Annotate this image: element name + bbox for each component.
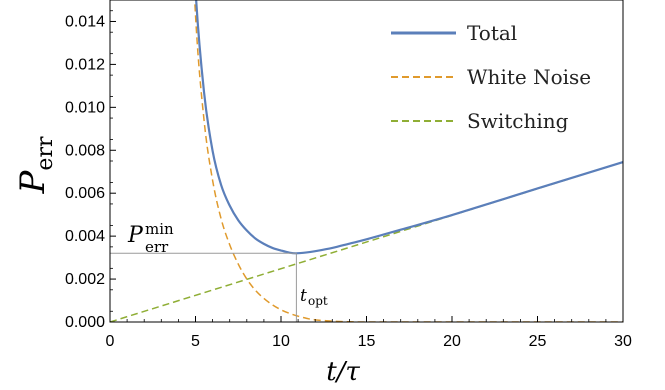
y-axis-label: Perr <box>13 136 58 194</box>
legend-item-total: Total <box>391 21 517 45</box>
t-opt-label: t opt <box>300 286 328 308</box>
svg-text:White Noise: White Noise <box>467 65 591 89</box>
y-tick-label: 0.010 <box>65 99 105 116</box>
svg-text:Perr: Perr <box>13 136 58 194</box>
series-line-white-noise <box>193 0 623 322</box>
p-min-label: P err min <box>127 220 174 256</box>
annotation-layer <box>110 252 297 322</box>
x-tick-label: 30 <box>614 333 632 350</box>
svg-text:opt: opt <box>308 294 328 308</box>
y-axis-label-sub: err <box>33 136 58 171</box>
y-tick-label: 0.000 <box>65 314 105 331</box>
svg-text:min: min <box>145 220 174 238</box>
x-tick-label: 10 <box>272 333 290 350</box>
svg-text:err: err <box>145 238 169 256</box>
series-line-total <box>195 0 623 255</box>
y-tick-label: 0.012 <box>65 56 105 73</box>
y-tick-label: 0.014 <box>65 13 105 30</box>
legend-item-white-noise: White Noise <box>391 65 591 89</box>
y-tick-label: 0.004 <box>65 228 105 245</box>
y-axis-label-base: P <box>13 169 53 194</box>
x-tick-label: 25 <box>529 333 547 350</box>
legend-item-switching: Switching <box>391 109 569 133</box>
x-tick-label: 20 <box>443 333 461 350</box>
x-axis: 0 5 10 15 20 25 30 <box>106 316 632 350</box>
x-tick-label: 5 <box>191 333 200 350</box>
svg-text:P: P <box>127 223 144 248</box>
svg-text:t: t <box>300 286 307 306</box>
legend: Total White Noise Switching <box>391 21 591 133</box>
series-layer <box>110 0 623 322</box>
y-axis: 0.000 0.002 0.004 0.006 0.008 0.010 0.012 0.014 <box>65 10 116 331</box>
x-tick-label: 0 <box>106 333 115 350</box>
x-tick-label: 15 <box>358 333 376 350</box>
y-tick-label: 0.008 <box>65 142 105 159</box>
svg-text:Switching: Switching <box>467 109 569 133</box>
series-line-switching <box>110 161 623 322</box>
y-tick-label: 0.006 <box>65 185 105 202</box>
y-tick-label: 0.002 <box>65 271 105 288</box>
svg-text:Total: Total <box>467 21 517 45</box>
x-axis-label: t/τ <box>326 357 360 387</box>
